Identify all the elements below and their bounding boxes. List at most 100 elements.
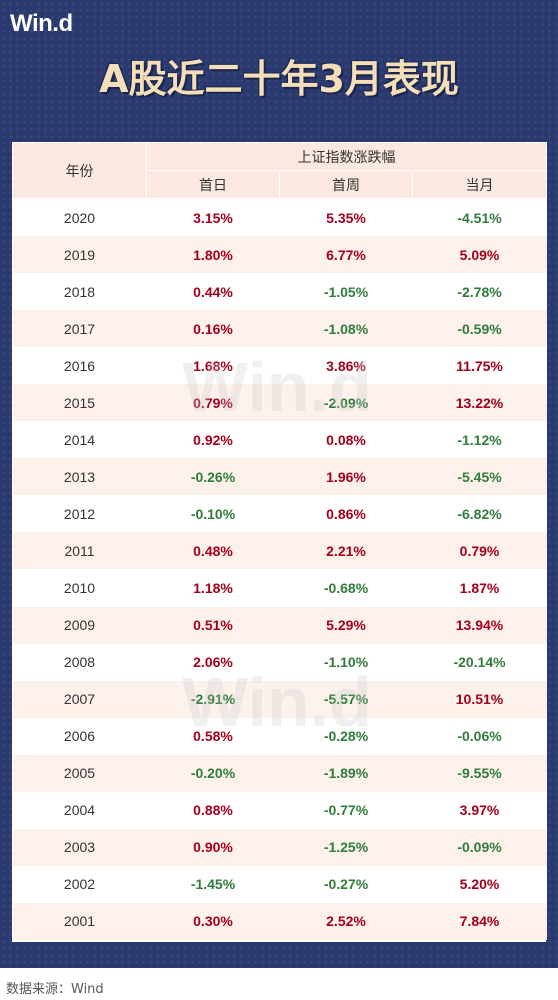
month-cell: -6.82% <box>412 495 547 533</box>
first-day-cell: 3.15% <box>146 198 280 237</box>
year-cell: 2014 <box>12 421 147 459</box>
month-cell: 13.94% <box>412 606 547 644</box>
month-cell: 13.22% <box>412 384 547 422</box>
column-header-first-day: 首日 <box>146 170 280 199</box>
year-cell: 2002 <box>12 865 147 903</box>
first-week-cell: -1.25% <box>279 828 413 866</box>
first-week-cell: 6.77% <box>279 236 413 274</box>
first-day-cell: 0.90% <box>146 828 280 866</box>
first-day-cell: 1.18% <box>146 569 280 607</box>
table-card: 年份 上证指数涨跌幅 首日 首周 当月 2020 3.15% 5.35% -4.51%… <box>12 142 548 942</box>
year-cell: 2009 <box>12 606 147 644</box>
table-row: 2011 0.48% 2.21% 0.79% <box>12 532 547 570</box>
year-cell: 2015 <box>12 384 147 422</box>
year-cell: 2010 <box>12 569 147 607</box>
table-row: 2008 2.06% -1.10% -20.14% <box>12 643 547 681</box>
month-cell: 3.97% <box>412 791 547 829</box>
month-cell: -1.12% <box>412 421 547 459</box>
first-day-cell: 0.92% <box>146 421 280 459</box>
first-day-cell: -0.20% <box>146 754 280 792</box>
year-cell: 2007 <box>12 680 147 718</box>
year-cell: 2013 <box>12 458 147 496</box>
table-row: 2020 3.15% 5.35% -4.51% <box>12 198 547 237</box>
table-row: 2010 1.18% -0.68% 1.87% <box>12 569 547 607</box>
wind-logo: Win.d <box>10 10 73 37</box>
year-cell: 2001 <box>12 902 147 940</box>
month-cell: -2.78% <box>412 273 547 311</box>
year-cell: 2017 <box>12 310 147 348</box>
table-body: 2020 3.15% 5.35% -4.51% 2019 1.80% 6.77% 5.09% 2… <box>12 198 547 940</box>
first-week-cell: 0.86% <box>279 495 413 533</box>
month-cell: -9.55% <box>412 754 547 792</box>
first-day-cell: -0.26% <box>146 458 280 496</box>
table-row: 2002 -1.45% -0.27% 5.20% <box>12 865 547 903</box>
first-week-cell: -0.77% <box>279 791 413 829</box>
first-week-cell: 1.96% <box>279 458 413 496</box>
year-cell: 2005 <box>12 754 147 792</box>
first-day-cell: 0.30% <box>146 902 280 940</box>
month-cell: -4.51% <box>412 198 547 237</box>
year-cell: 2019 <box>12 236 147 274</box>
year-cell: 2006 <box>12 717 147 755</box>
table-row: 2009 0.51% 5.29% 13.94% <box>12 606 547 644</box>
year-cell: 2016 <box>12 347 147 385</box>
table-row: 2017 0.16% -1.08% -0.59% <box>12 310 547 348</box>
first-day-cell: -0.10% <box>146 495 280 533</box>
month-cell: 11.75% <box>412 347 547 385</box>
first-week-cell: -5.57% <box>279 680 413 718</box>
first-day-cell: 0.44% <box>146 273 280 311</box>
month-cell: 7.84% <box>412 902 547 940</box>
data-table: 年份 上证指数涨跌幅 首日 首周 当月 2020 3.15% 5.35% -4.51%… <box>12 142 548 940</box>
table-row: 2015 0.79% -2.09% 13.22% <box>12 384 547 422</box>
first-day-cell: 0.58% <box>146 717 280 755</box>
first-week-cell: 2.21% <box>279 532 413 570</box>
month-cell: 5.09% <box>412 236 547 274</box>
year-cell: 2020 <box>12 198 147 237</box>
first-week-cell: -1.10% <box>279 643 413 681</box>
first-week-cell: -2.09% <box>279 384 413 422</box>
first-day-cell: -1.45% <box>146 865 280 903</box>
data-source-note: 数据来源：Wind <box>6 982 104 997</box>
column-header-year: 年份 <box>12 142 147 199</box>
first-week-cell: -0.68% <box>279 569 413 607</box>
table-row: 2019 1.80% 6.77% 5.09% <box>12 236 547 274</box>
year-cell: 2004 <box>12 791 147 829</box>
column-header-first-week: 首周 <box>279 170 413 199</box>
first-week-cell: 3.86% <box>279 347 413 385</box>
month-cell: -0.59% <box>412 310 547 348</box>
month-cell: -5.45% <box>412 458 547 496</box>
year-cell: 2011 <box>12 532 147 570</box>
table-row: 2016 1.68% 3.86% 11.75% <box>12 347 547 385</box>
month-cell: -0.09% <box>412 828 547 866</box>
first-week-cell: -1.08% <box>279 310 413 348</box>
first-week-cell: 0.08% <box>279 421 413 459</box>
table-row: 2006 0.58% -0.28% -0.06% <box>12 717 547 755</box>
year-cell: 2018 <box>12 273 147 311</box>
month-cell: -20.14% <box>412 643 547 681</box>
first-day-cell: 1.80% <box>146 236 280 274</box>
first-week-cell: -0.27% <box>279 865 413 903</box>
table-row: 2007 -2.91% -5.57% 10.51% <box>12 680 547 718</box>
table-row: 2013 -0.26% 1.96% -5.45% <box>12 458 547 496</box>
group-header-index-change: 上证指数涨跌幅 <box>145 142 548 171</box>
first-week-cell: -1.89% <box>279 754 413 792</box>
first-week-cell: -0.28% <box>279 717 413 755</box>
first-day-cell: 1.68% <box>146 347 280 385</box>
table-row: 2004 0.88% -0.77% 3.97% <box>12 791 547 829</box>
table-row: 2005 -0.20% -1.89% -9.55% <box>12 754 547 792</box>
first-week-cell: 5.35% <box>279 198 413 237</box>
month-cell: 0.79% <box>412 532 547 570</box>
table-row: 2001 0.30% 2.52% 7.84% <box>12 902 547 940</box>
year-cell: 2003 <box>12 828 147 866</box>
column-header-month: 当月 <box>411 170 548 199</box>
table-row: 2003 0.90% -1.25% -0.09% <box>12 828 547 866</box>
first-day-cell: 0.79% <box>146 384 280 422</box>
first-day-cell: -2.91% <box>146 680 280 718</box>
table-row: 2012 -0.10% 0.86% -6.82% <box>12 495 547 533</box>
year-cell: 2012 <box>12 495 147 533</box>
month-cell: 10.51% <box>412 680 547 718</box>
table-row: 2018 0.44% -1.05% -2.78% <box>12 273 547 311</box>
first-day-cell: 0.88% <box>146 791 280 829</box>
first-day-cell: 0.51% <box>146 606 280 644</box>
year-cell: 2008 <box>12 643 147 681</box>
